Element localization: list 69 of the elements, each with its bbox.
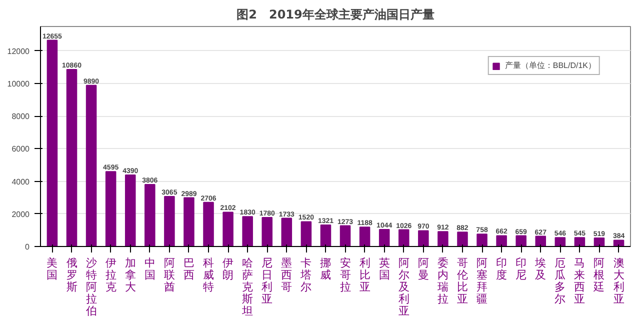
bar [86,84,97,246]
bar [535,236,546,246]
y-tick-label: 8000 [12,112,30,122]
legend-label: 产量（单位：BBL/D/1K） [504,60,596,71]
bar [320,224,332,246]
bar [359,226,370,246]
x-tick-label: 科威特 [203,258,214,294]
chart-title: 图2 2019年全球主要产油国日产量 [236,8,434,22]
bar [222,212,234,246]
x-tick-label: 伊拉克 [105,258,116,294]
x-tick-label: 沙特阿拉伯 [86,256,97,318]
x-tick-label: 阿塞拜疆 [476,258,488,306]
x-tick-label: 安哥拉 [340,256,351,294]
x-tick-label: 哥伦比亚 [456,258,468,306]
bar [476,234,488,246]
x-tick-label: 挪威 [320,258,332,282]
bar [594,238,605,246]
x-tick-label: 英国 [378,256,390,282]
bar [262,216,273,246]
x-tick-label: 阿根廷 [592,258,605,294]
y-tick-label: 12000 [7,46,30,56]
bar [496,235,507,246]
bar [124,174,136,246]
bar [281,218,292,246]
y-tick-label: 2000 [12,210,30,219]
bar [574,237,586,246]
x-tick-label: 美国 [46,256,58,282]
x-tick-label: 墨西哥 [281,258,292,294]
bar [203,202,214,246]
x-tick-label: 马来西亚 [574,258,586,306]
bar [398,229,410,246]
bar [438,231,448,246]
bar [457,232,468,246]
x-tick-label: 阿尔及利亚 [398,258,410,318]
bar [66,69,78,246]
bar [164,196,175,246]
x-tick-label: 利比亚 [359,256,370,294]
x-tick-label: 哈萨克斯坦 [241,258,254,318]
x-tick-label: 澳大利亚 [613,258,624,306]
x-tick-label: 中国 [144,256,156,282]
bar [242,216,253,246]
x-tick-label: 印尼 [516,256,527,282]
bar [340,225,351,246]
x-tick-label: 印度 [496,256,508,282]
x-tick-label: 埃及 [534,256,546,282]
x-tick-label: 俄罗斯 [66,258,78,294]
x-tick-label: 加拿大 [124,256,136,294]
bar [144,184,156,246]
x-tick-label: 卡塔尔 [300,256,312,294]
x-tick-label: 委内瑞拉 [437,256,448,306]
bar [46,40,58,246]
x-tick-label: 厄瓜多尔 [554,258,566,306]
y-tick-label: 0 [25,242,30,252]
y-tick-label: 10000 [7,80,30,89]
bar [105,171,116,246]
bar [516,235,526,246]
x-tick-label: 巴西 [183,258,194,282]
y-tick-label: 6000 [12,144,30,154]
bar [613,240,624,246]
y-tick-label: 4000 [12,177,30,186]
bar [300,221,312,246]
x-tick-label: 伊朗 [222,258,234,282]
bar [184,197,194,246]
bar [378,228,390,246]
bar [554,237,566,246]
x-tick-label: 阿联酋 [164,258,175,294]
bar [418,230,429,246]
x-tick-label: 尼日利亚 [262,258,273,306]
x-tick-label: 阿曼 [418,258,429,282]
